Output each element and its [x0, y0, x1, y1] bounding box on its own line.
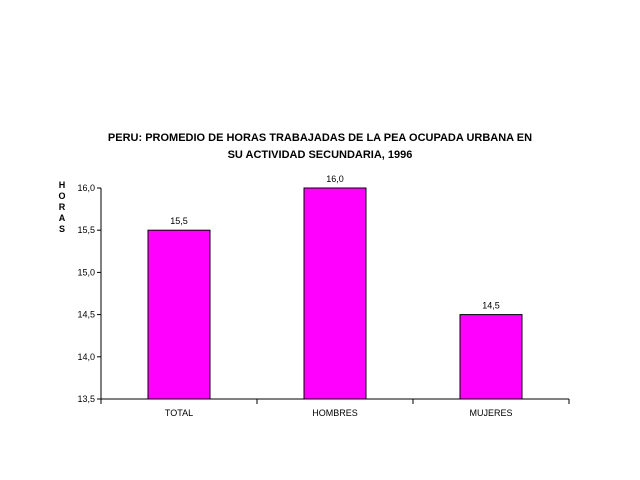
y-tick-label: 15,0 — [77, 267, 95, 277]
bar-value-label: 14,5 — [482, 301, 500, 311]
bar-value-label: 16,0 — [326, 174, 344, 184]
y-tick-label: 16,0 — [77, 183, 95, 193]
chart-title-line-1: PERU: PROMEDIO DE HORAS TRABAJADAS DE LA… — [107, 132, 533, 144]
bar — [459, 314, 523, 400]
y-tick-label: 13,5 — [77, 394, 95, 404]
chart-title-line-2: SU ACTIVIDAD SECUNDARIA, 1996 — [227, 149, 413, 161]
y-tick-label: 14,5 — [77, 310, 95, 320]
bar — [147, 229, 211, 400]
bar — [303, 187, 367, 400]
chart-title: PERU: PROMEDIO DE HORAS TRABAJADAS DE LA… — [60, 130, 580, 164]
x-category-label: TOTAL — [165, 408, 193, 418]
y-axis-label-letter: H — [58, 180, 66, 190]
y-axis-label-letter: R — [58, 202, 66, 212]
y-axis-label-letter: S — [58, 224, 65, 234]
y-tick-label: 14,0 — [77, 352, 95, 362]
y-tick-label: 15,5 — [77, 225, 95, 235]
x-category-label: HOMBRES — [312, 408, 358, 418]
y-axis-label-letter: A — [58, 213, 66, 223]
bar-value-label: 15,5 — [170, 216, 188, 226]
x-category-label: MUJERES — [469, 408, 512, 418]
y-axis-label-letter: O — [58, 191, 66, 201]
